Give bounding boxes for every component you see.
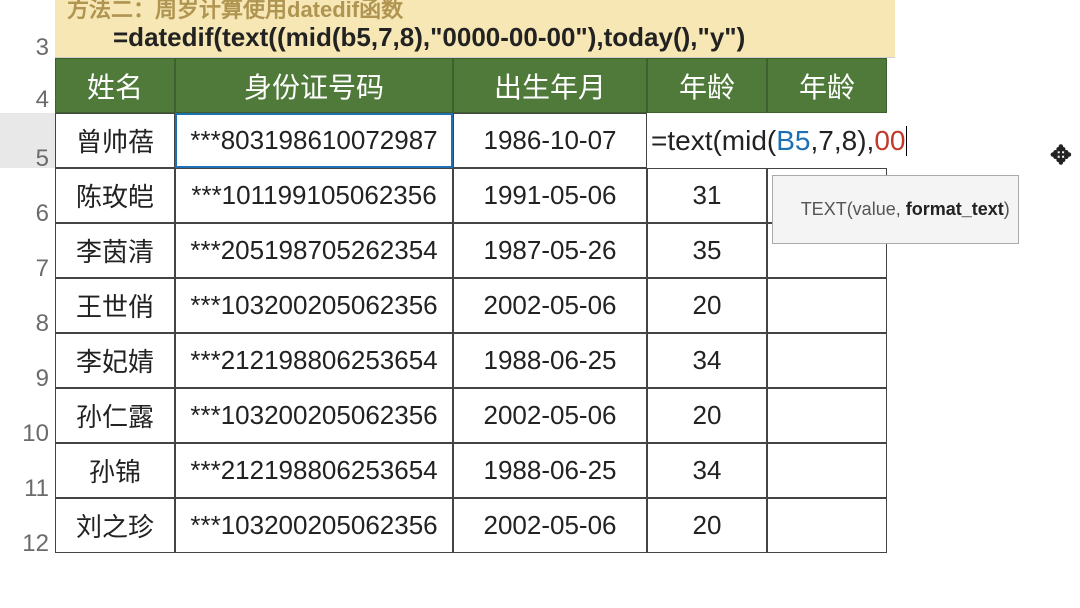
cell-age1[interactable]: 35 (647, 223, 767, 278)
move-cursor-icon: ✥ (1050, 140, 1072, 171)
banner-title: 方法二：周岁计算使用datedif函数 (67, 0, 895, 22)
cell-age1[interactable]: 20 (647, 278, 767, 333)
row-number[interactable]: 3 (0, 34, 55, 62)
tooltip-prefix: TEXT(value, (801, 199, 906, 219)
cell-age2[interactable] (767, 443, 887, 498)
cell-id[interactable]: ***101199105062356 (175, 168, 453, 223)
cell-id[interactable]: ***103200205062356 (175, 278, 453, 333)
cell-age2[interactable] (767, 388, 887, 443)
row-number[interactable]: 6 (0, 200, 55, 228)
text-caret (906, 126, 907, 156)
formula-banner: 方法二：周岁计算使用datedif函数 =datedif(text((mid(b… (55, 0, 895, 58)
row-number[interactable]: 12 (0, 530, 55, 558)
cell-age1[interactable]: 20 (647, 498, 767, 553)
cell-name[interactable]: 曾帅蓓 (55, 113, 175, 168)
tooltip-suffix: ) (1004, 199, 1010, 219)
cell-formula-editor[interactable]: =text(mid(B5,7,8),00 (651, 113, 961, 168)
cell-age1[interactable]: 20 (647, 388, 767, 443)
row-number[interactable]: 9 (0, 365, 55, 393)
formula-ref: B5 (776, 125, 810, 157)
formula-prefix: =text(mid( (651, 125, 776, 157)
cell-dob[interactable]: 2002-05-06 (453, 388, 647, 443)
cell-dob[interactable]: 2002-05-06 (453, 278, 647, 333)
cell-age1[interactable]: 34 (647, 333, 767, 388)
cell-dob[interactable]: 1988-06-25 (453, 333, 647, 388)
cell-age2[interactable] (767, 278, 887, 333)
col-header-dob[interactable]: 出生年月 (453, 58, 647, 113)
cell-age2[interactable] (767, 333, 887, 388)
col-header-id[interactable]: 身份证号码 (175, 58, 453, 113)
col-header-name[interactable]: 姓名 (55, 58, 175, 113)
cell-id[interactable]: ***212198806253654 (175, 443, 453, 498)
cell-id[interactable]: ***103200205062356 (175, 498, 453, 553)
cell-dob[interactable]: 1991-05-06 (453, 168, 647, 223)
cell-dob[interactable]: 1987-05-26 (453, 223, 647, 278)
row-number[interactable]: 7 (0, 255, 55, 283)
formula-midargs: ,7,8), (811, 125, 875, 157)
cell-dob[interactable]: 2002-05-06 (453, 498, 647, 553)
function-tooltip[interactable]: TEXT(value, format_text) (772, 175, 1019, 244)
cell-age2[interactable] (767, 498, 887, 553)
cell-name[interactable]: 刘之珍 (55, 498, 175, 553)
cell-id[interactable]: ***212198806253654 (175, 333, 453, 388)
row-number[interactable]: 8 (0, 310, 55, 338)
cell-dob[interactable]: 1988-06-25 (453, 443, 647, 498)
cell-name[interactable]: 孙仁露 (55, 388, 175, 443)
cell-name[interactable]: 孙锦 (55, 443, 175, 498)
row-number[interactable]: 4 (0, 86, 55, 114)
row-number[interactable]: 5 (0, 145, 55, 173)
spreadsheet-view: 3 4 5 6 7 8 9 10 11 12 方法二：周岁计算使用datedif… (0, 0, 1080, 608)
cell-name[interactable]: 李妃婧 (55, 333, 175, 388)
cell-age1[interactable]: 34 (647, 443, 767, 498)
banner-formula: =datedif(text((mid(b5,7,8),"0000-00-00")… (113, 22, 895, 52)
formula-red: 00 (874, 125, 905, 157)
cell-name[interactable]: 李茵清 (55, 223, 175, 278)
cell-id-selected[interactable]: ***803198610072987 (175, 113, 453, 168)
tooltip-active-arg: format_text (906, 199, 1004, 219)
cell-age1[interactable]: 31 (647, 168, 767, 223)
cell-name[interactable]: 王世俏 (55, 278, 175, 333)
cell-name[interactable]: 陈玫皑 (55, 168, 175, 223)
row-number[interactable]: 10 (0, 420, 55, 448)
row-number[interactable]: 11 (0, 475, 55, 503)
cell-id[interactable]: ***205198705262354 (175, 223, 453, 278)
col-header-age2[interactable]: 年龄 (767, 58, 887, 113)
cell-dob[interactable]: 1986-10-07 (453, 113, 647, 168)
col-header-age1[interactable]: 年龄 (647, 58, 767, 113)
cell-id[interactable]: ***103200205062356 (175, 388, 453, 443)
